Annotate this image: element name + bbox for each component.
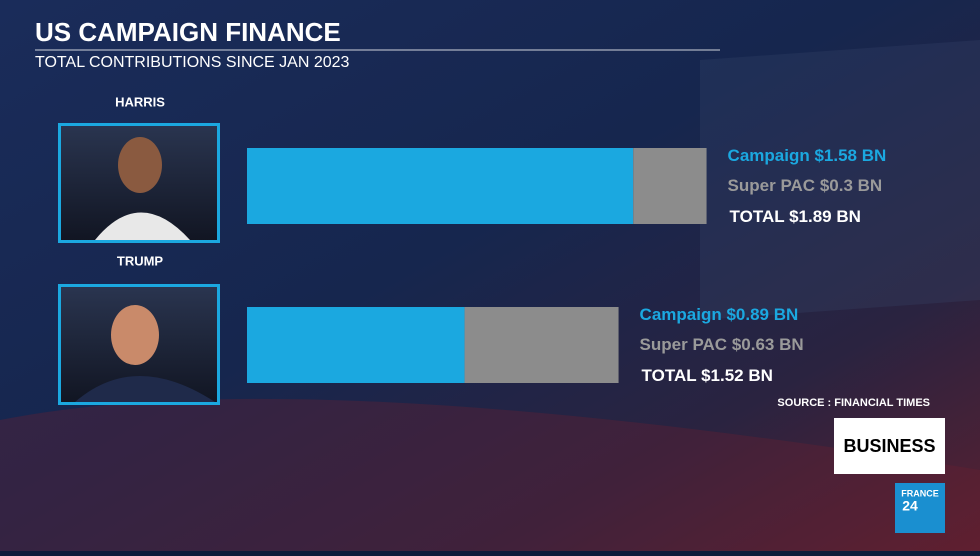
value-label: Super PAC $0.3 BN [728,176,883,195]
photo-harris [58,123,220,243]
value-label: Super PAC $0.63 BN [640,335,804,354]
bar-segment [247,148,634,224]
series-name: Super PAC [728,176,816,195]
category-label: HARRIS [115,94,165,109]
series-name: Super PAC [640,335,728,354]
chart-title: US CAMPAIGN FINANCE [35,17,341,47]
background-stripe [0,398,980,551]
channel-logo [895,483,945,533]
channel-name: FRANCE [901,488,939,498]
bar-segment [464,307,619,383]
photo-trump [58,284,220,405]
value-label: Campaign $0.89 BN [640,305,799,324]
show-badge [834,418,945,474]
total-label: TOTAL $1.52 BN [642,366,773,385]
bar-segment [633,148,707,224]
total-name: TOTAL [730,207,785,226]
series-name: Campaign [728,146,810,165]
total-name: TOTAL [642,366,697,385]
total-value: $1.52 BN [701,366,773,385]
background-building [700,40,980,320]
show-name: BUSINESS [843,436,935,456]
bar-segment [247,307,465,383]
channel-number: 24 [902,498,918,514]
series-name: Campaign [640,305,722,324]
source: SOURCE : FINANCIAL TIMES [777,397,930,409]
total-value: $1.89 BN [789,207,861,226]
value: $1.58 BN [814,146,886,165]
value: $0.63 BN [732,335,804,354]
value: $0.89 BN [726,305,798,324]
chart-subtitle: TOTAL CONTRIBUTIONS SINCE JAN 2023 [35,54,350,71]
total-label: TOTAL $1.89 BN [730,207,861,226]
value: $0.3 BN [820,176,882,195]
category-label: TRUMP [117,253,164,268]
value-label: Campaign $1.58 BN [728,146,887,165]
